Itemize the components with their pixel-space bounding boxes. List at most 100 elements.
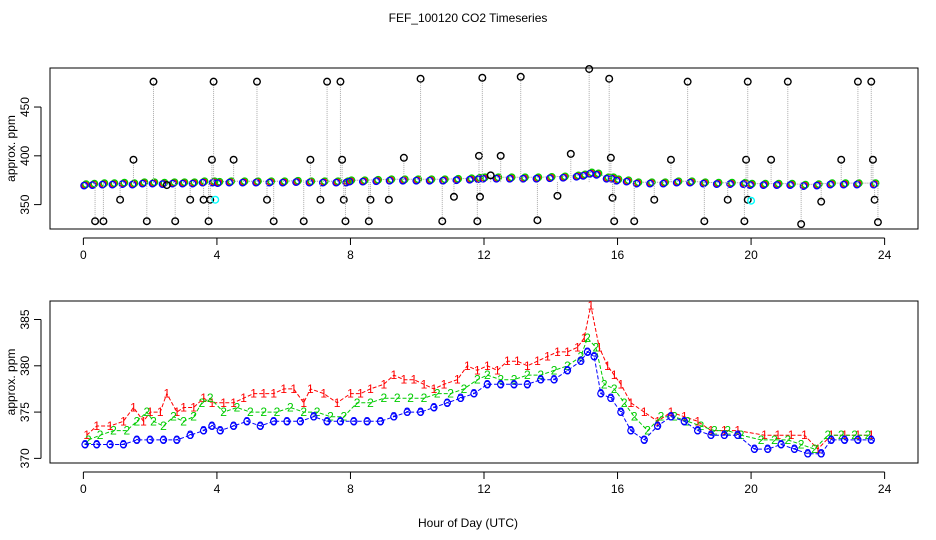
series-3-marker: 3	[284, 414, 291, 428]
series-2-marker: 2	[851, 428, 858, 442]
series-3-marker: 3	[681, 414, 688, 428]
green-marker	[267, 177, 276, 186]
green-marker	[215, 177, 224, 186]
series-3-marker: 3	[364, 414, 371, 428]
spike-point	[743, 195, 752, 204]
series-3-marker: 3	[708, 428, 715, 442]
series-3-circle	[430, 403, 438, 412]
series-3-marker: 3	[133, 433, 140, 447]
x-axis-label: Hour of Day (UTC)	[418, 516, 518, 530]
series-3-marker: 3	[297, 414, 304, 428]
series-1-marker: 1	[815, 442, 822, 456]
spike-point	[867, 77, 876, 86]
series-1-marker: 1	[504, 354, 511, 368]
blue-marker	[579, 172, 588, 180]
series-3-circle	[804, 450, 812, 458]
series-2-marker: 2	[798, 437, 805, 451]
series-2-marker: 2	[698, 419, 705, 433]
series-1-line	[86, 305, 872, 450]
blue-marker	[108, 180, 117, 189]
blue-marker	[853, 180, 861, 189]
series-3-circle	[208, 422, 216, 430]
series-3-marker: 3	[668, 410, 675, 424]
series-3-marker: 3	[618, 405, 625, 419]
series-3-marker: 3	[511, 377, 518, 391]
spike-point	[837, 155, 846, 164]
series-2-marker: 2	[287, 400, 294, 414]
series-2-marker: 2	[838, 428, 845, 442]
green-marker	[200, 177, 209, 186]
blue-marker	[188, 179, 197, 188]
series-1-marker: 1	[761, 428, 768, 442]
series-1-marker: 1	[774, 428, 781, 442]
blue-marker	[452, 176, 461, 185]
series-2-marker: 2	[461, 382, 468, 396]
series-3-circle	[376, 417, 385, 426]
series-3-marker: 3	[93, 437, 100, 451]
series-3-circle	[707, 431, 715, 439]
series-1-marker: 1	[681, 410, 688, 424]
y-tick-label: 400	[18, 145, 32, 165]
series-1-marker: 1	[524, 359, 531, 373]
spike-point	[129, 155, 138, 164]
series-2-marker: 2	[474, 373, 481, 387]
spike-point	[384, 195, 393, 204]
blue-marker	[128, 180, 137, 189]
series-3-marker: 3	[654, 419, 661, 433]
spike-point	[399, 153, 408, 162]
series-3-marker: 3	[120, 437, 127, 451]
blue-marker	[225, 178, 234, 187]
series-3-marker: 3	[734, 428, 741, 442]
series-2-marker: 2	[85, 433, 92, 447]
series-3-circle	[597, 389, 605, 398]
blue-marker	[686, 178, 694, 187]
series-1-marker: 1	[514, 354, 521, 368]
spike-point	[853, 77, 862, 86]
series-2-marker: 2	[247, 405, 254, 419]
blue-marker	[265, 178, 274, 187]
series-3-marker: 3	[209, 419, 216, 433]
series-1-marker: 1	[581, 331, 588, 345]
series-1-marker: 1	[83, 428, 90, 442]
cyan-point	[211, 195, 220, 204]
spike-point	[269, 217, 278, 226]
series-3-circle	[390, 413, 398, 421]
x-tick-label: 16	[611, 482, 625, 496]
series-3-marker: 3	[804, 447, 811, 461]
series-3-circle	[827, 436, 835, 444]
series-1-marker: 1	[441, 377, 448, 391]
series-2-marker: 2	[260, 405, 267, 419]
spike-point	[207, 155, 216, 164]
series-3-marker: 3	[244, 414, 251, 428]
spike-point	[341, 217, 350, 226]
series-3-circle	[777, 440, 785, 449]
series-1-marker: 1	[250, 387, 257, 401]
series-1-marker: 1	[708, 424, 715, 438]
series-1-marker: 1	[230, 396, 237, 410]
spike-point	[149, 77, 158, 86]
x-tick-label: 24	[878, 482, 892, 496]
blue-marker	[622, 177, 631, 186]
series-2-marker: 2	[658, 410, 665, 424]
series-3-circle	[607, 394, 615, 402]
spike-point	[416, 74, 425, 83]
series-3-circle	[550, 375, 558, 384]
blue-marker	[659, 179, 668, 188]
series-3-circle	[653, 422, 662, 430]
series-2-marker: 2	[190, 410, 197, 424]
series-1-marker: 1	[868, 428, 875, 442]
green-marker	[401, 175, 409, 184]
spike-point	[666, 155, 675, 164]
series-3-marker: 3	[537, 373, 544, 387]
series-3-circle	[563, 366, 572, 375]
plot-frame	[49, 67, 919, 230]
blue-marker	[699, 179, 708, 188]
green-marker	[280, 177, 289, 186]
green-marker	[748, 179, 756, 188]
series-1-marker: 1	[421, 377, 428, 391]
series-3-circle	[363, 417, 371, 426]
blue-marker	[198, 178, 207, 187]
series-3-circle	[720, 431, 729, 439]
series-3-circle	[790, 445, 799, 453]
